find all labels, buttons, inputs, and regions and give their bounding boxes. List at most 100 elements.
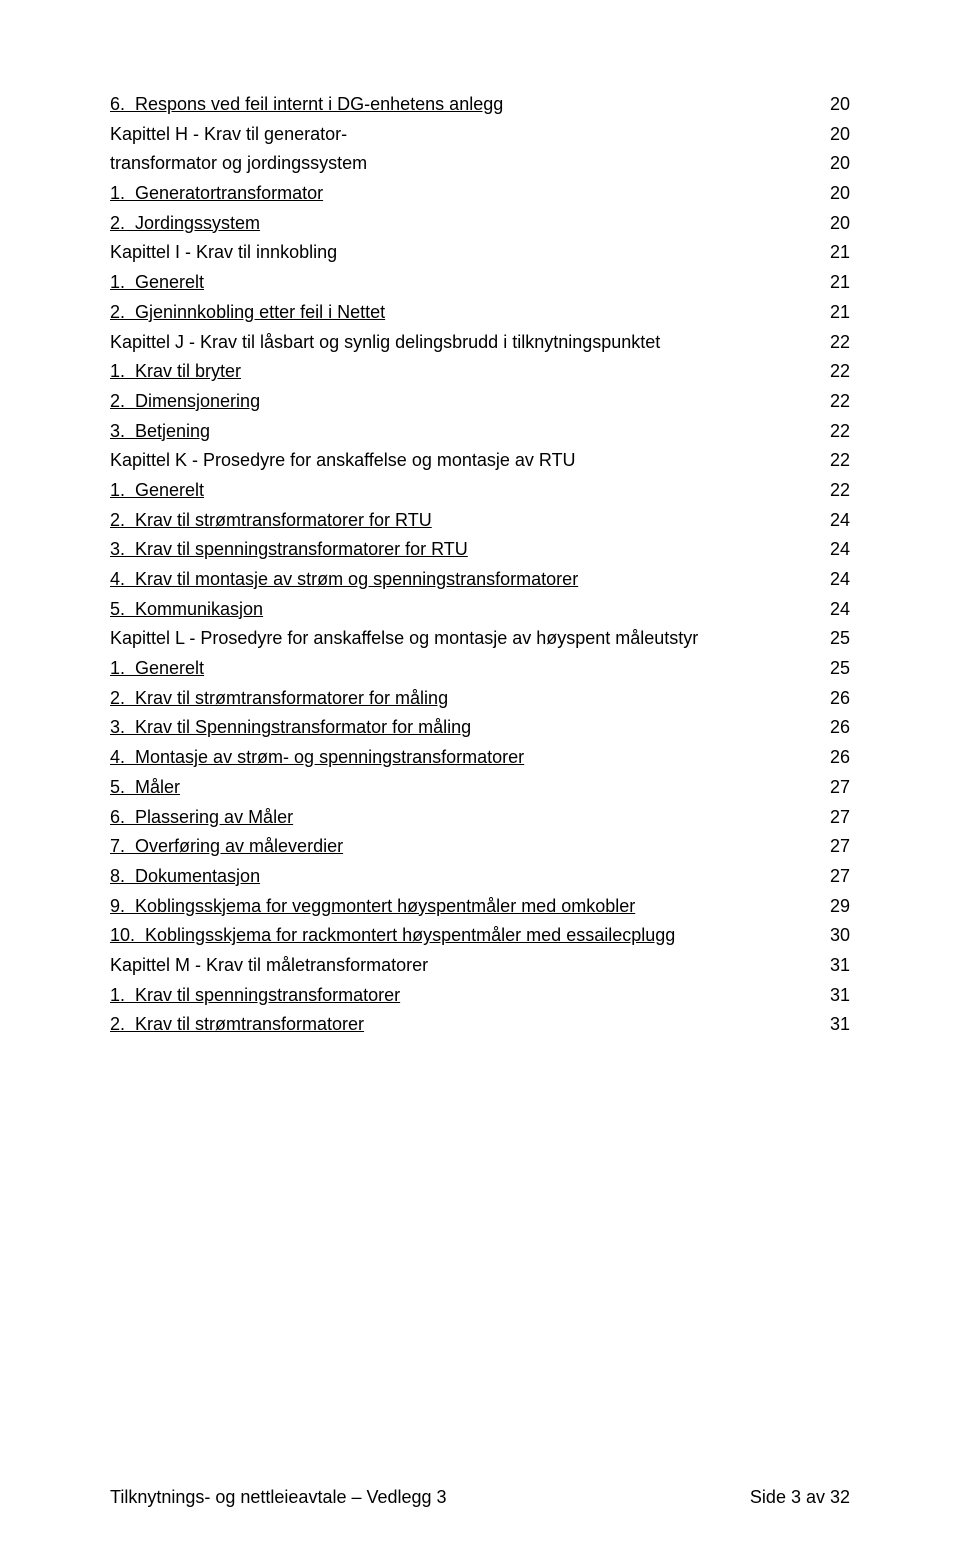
toc-row: 4. Montasje av strøm- og spenningstransf… [110, 743, 850, 773]
page: 6. Respons ved feil internt i DG-enheten… [0, 0, 960, 1566]
toc-row: Kapittel I - Krav til innkobling 21 [110, 238, 850, 268]
toc-page-number: 24 [810, 535, 850, 565]
toc-page-number: 24 [810, 595, 850, 625]
toc-page-number: 21 [810, 298, 850, 328]
toc-row: 3. Krav til Spenningstransformator for m… [110, 713, 850, 743]
toc-label: Kapittel J - Krav til låsbart og synlig … [110, 328, 790, 358]
toc-row: 10. Koblingsskjema for rackmontert høysp… [110, 921, 850, 951]
toc-label[interactable]: 6. Plassering av Måler [110, 803, 790, 833]
toc-page-number: 20 [810, 179, 850, 209]
toc-label[interactable]: 2. Krav til strømtransformatorer for RTU [110, 506, 790, 536]
toc-row: 6. Respons ved feil internt i DG-enheten… [110, 90, 850, 120]
toc-page-number: 22 [810, 328, 850, 358]
toc-row: 2. Dimensjonering 22 [110, 387, 850, 417]
toc-label[interactable]: 5. Måler [110, 773, 790, 803]
toc-label[interactable]: 2. Jordingssystem [110, 209, 790, 239]
toc-label[interactable]: 1. Krav til spenningstransformatorer [110, 981, 790, 1011]
toc-row: 2. Gjeninnkobling etter feil i Nettet 21 [110, 298, 850, 328]
toc-page-number: 21 [810, 238, 850, 268]
toc-page-number: 27 [810, 832, 850, 862]
toc-page-number: 24 [810, 565, 850, 595]
toc-label[interactable]: 8. Dokumentasjon [110, 862, 790, 892]
toc-label[interactable]: 1. Krav til bryter [110, 357, 790, 387]
toc-label[interactable]: 2. Krav til strømtransformatorer for mål… [110, 684, 790, 714]
toc-page-number: 22 [810, 476, 850, 506]
toc-row: 1. Krav til spenningstransformatorer 31 [110, 981, 850, 1011]
toc-page-number: 31 [810, 951, 850, 981]
toc-row: 2. Krav til strømtransformatorer 31 [110, 1010, 850, 1040]
toc-page-number: 20 [810, 149, 850, 179]
toc-page-number: 21 [810, 268, 850, 298]
toc-page-number: 26 [810, 743, 850, 773]
toc-page-number: 20 [810, 209, 850, 239]
toc-label[interactable]: 3. Krav til spenningstransformatorer for… [110, 535, 790, 565]
toc-page-number: 24 [810, 506, 850, 536]
toc-page-number: 22 [810, 357, 850, 387]
toc-label[interactable]: 3. Betjening [110, 417, 790, 447]
toc-row: 8. Dokumentasjon 27 [110, 862, 850, 892]
toc-row: Kapittel J - Krav til låsbart og synlig … [110, 328, 850, 358]
toc-row: transformator og jordingssystem 20 [110, 149, 850, 179]
toc-label[interactable]: 2. Krav til strømtransformatorer [110, 1010, 790, 1040]
toc-row: 5. Kommunikasjon 24 [110, 595, 850, 625]
toc-page-number: 27 [810, 862, 850, 892]
toc-row: 2. Jordingssystem 20 [110, 209, 850, 239]
toc-label[interactable]: 2. Dimensjonering [110, 387, 790, 417]
toc-row: Kapittel L - Prosedyre for anskaffelse o… [110, 624, 850, 654]
toc-row: 1. Krav til bryter 22 [110, 357, 850, 387]
toc-page-number: 22 [810, 417, 850, 447]
toc-label: Kapittel K - Prosedyre for anskaffelse o… [110, 446, 790, 476]
toc-label: transformator og jordingssystem [110, 149, 790, 179]
toc-label: Kapittel I - Krav til innkobling [110, 238, 790, 268]
toc-page-number: 26 [810, 684, 850, 714]
toc-page-number: 22 [810, 446, 850, 476]
toc-label[interactable]: 3. Krav til Spenningstransformator for m… [110, 713, 790, 743]
toc-label[interactable]: 1. Generatortransformator [110, 179, 790, 209]
toc-row: 3. Betjening 22 [110, 417, 850, 447]
toc-page-number: 31 [810, 981, 850, 1011]
toc-row: 3. Krav til spenningstransformatorer for… [110, 535, 850, 565]
toc-label[interactable]: 1. Generelt [110, 268, 790, 298]
toc-page-number: 30 [810, 921, 850, 951]
toc-label[interactable]: 7. Overføring av måleverdier [110, 832, 790, 862]
toc-row: Kapittel K - Prosedyre for anskaffelse o… [110, 446, 850, 476]
toc-label: Kapittel L - Prosedyre for anskaffelse o… [110, 624, 790, 654]
toc-row: 5. Måler 27 [110, 773, 850, 803]
toc-page-number: 26 [810, 713, 850, 743]
toc-page-number: 31 [810, 1010, 850, 1040]
toc-page-number: 27 [810, 803, 850, 833]
footer: Tilknytnings- og nettleieavtale – Vedleg… [110, 1487, 850, 1508]
toc-page-number: 20 [810, 90, 850, 120]
toc-page-number: 20 [810, 120, 850, 150]
toc-page-number: 22 [810, 387, 850, 417]
toc-label[interactable]: 2. Gjeninnkobling etter feil i Nettet [110, 298, 790, 328]
toc-label[interactable]: 10. Koblingsskjema for rackmontert høysp… [110, 921, 790, 951]
toc: 6. Respons ved feil internt i DG-enheten… [110, 90, 850, 1040]
toc-row: Kapittel H - Krav til generator- 20 [110, 120, 850, 150]
toc-page-number: 25 [810, 654, 850, 684]
footer-left: Tilknytnings- og nettleieavtale – Vedleg… [110, 1487, 447, 1508]
footer-right: Side 3 av 32 [750, 1487, 850, 1508]
toc-row: 4. Krav til montasje av strøm og spennin… [110, 565, 850, 595]
toc-page-number: 25 [810, 624, 850, 654]
toc-row: 2. Krav til strømtransformatorer for mål… [110, 684, 850, 714]
toc-label[interactable]: 4. Montasje av strøm- og spenningstransf… [110, 743, 790, 773]
toc-row: 7. Overføring av måleverdier 27 [110, 832, 850, 862]
toc-row: 6. Plassering av Måler 27 [110, 803, 850, 833]
toc-page-number: 29 [810, 892, 850, 922]
toc-label[interactable]: 9. Koblingsskjema for veggmontert høyspe… [110, 892, 790, 922]
toc-label[interactable]: 1. Generelt [110, 476, 790, 506]
toc-row: 1. Generelt 25 [110, 654, 850, 684]
toc-label[interactable]: 1. Generelt [110, 654, 790, 684]
toc-row: 1. Generatortransformator 20 [110, 179, 850, 209]
toc-label[interactable]: 4. Krav til montasje av strøm og spennin… [110, 565, 790, 595]
toc-row: 2. Krav til strømtransformatorer for RTU… [110, 506, 850, 536]
toc-row: 9. Koblingsskjema for veggmontert høyspe… [110, 892, 850, 922]
toc-row: 1. Generelt 22 [110, 476, 850, 506]
toc-row: 1. Generelt 21 [110, 268, 850, 298]
toc-label[interactable]: 6. Respons ved feil internt i DG-enheten… [110, 90, 790, 120]
toc-page-number: 27 [810, 773, 850, 803]
toc-label[interactable]: 5. Kommunikasjon [110, 595, 790, 625]
toc-row: Kapittel M - Krav til måletransformatore… [110, 951, 850, 981]
toc-label: Kapittel H - Krav til generator- [110, 120, 790, 150]
